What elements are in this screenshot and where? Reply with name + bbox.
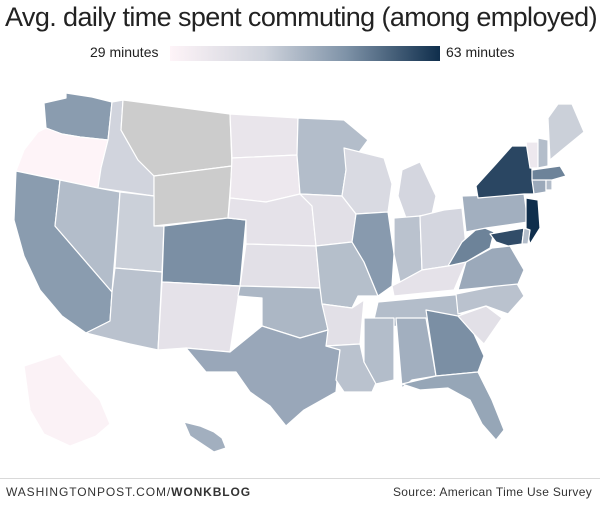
state-me [547, 103, 585, 161]
state-ok [237, 285, 329, 339]
state-la [325, 343, 381, 393]
state-wi [341, 147, 393, 215]
legend-min-label: 29 minutes [90, 44, 159, 60]
state-ak [23, 353, 111, 447]
credit-site: WASHINGTONPOST.COM/ [6, 485, 172, 499]
state-al [395, 317, 437, 389]
state-co [161, 217, 247, 287]
footer: WASHINGTONPOST.COM/WONKBLOG Source: Amer… [0, 478, 600, 505]
state-ar [321, 299, 365, 347]
state-shapes [13, 92, 585, 453]
state-pa [461, 193, 529, 233]
credit: WASHINGTONPOST.COM/WONKBLOG [6, 485, 251, 499]
state-md [489, 227, 525, 247]
state-sd [229, 154, 301, 203]
state-ny [475, 145, 535, 199]
legend-gradient-bar [170, 46, 440, 61]
state-wv [447, 225, 495, 267]
source-note: Source: American Time Use Survey [392, 485, 592, 499]
state-il [351, 211, 395, 297]
chart-title: Avg. daily time spent commuting (among e… [5, 2, 598, 32]
us-choropleth-map [13, 92, 585, 453]
state-mi [397, 161, 437, 219]
state-wy [153, 165, 233, 227]
state-ms [363, 317, 395, 385]
color-legend: 29 minutes 63 minutes [0, 42, 600, 64]
state-de [521, 227, 531, 245]
state-nh [537, 137, 549, 169]
legend-max-label: 63 minutes [446, 44, 515, 60]
credit-blog: WONKBLOG [171, 485, 251, 499]
state-nv [54, 179, 121, 293]
state-fl [401, 371, 505, 441]
state-nd [229, 113, 299, 159]
state-ks [239, 243, 321, 289]
state-tx [185, 325, 341, 427]
state-nm [157, 281, 241, 353]
state-ma [531, 165, 567, 181]
state-hi [183, 421, 227, 453]
